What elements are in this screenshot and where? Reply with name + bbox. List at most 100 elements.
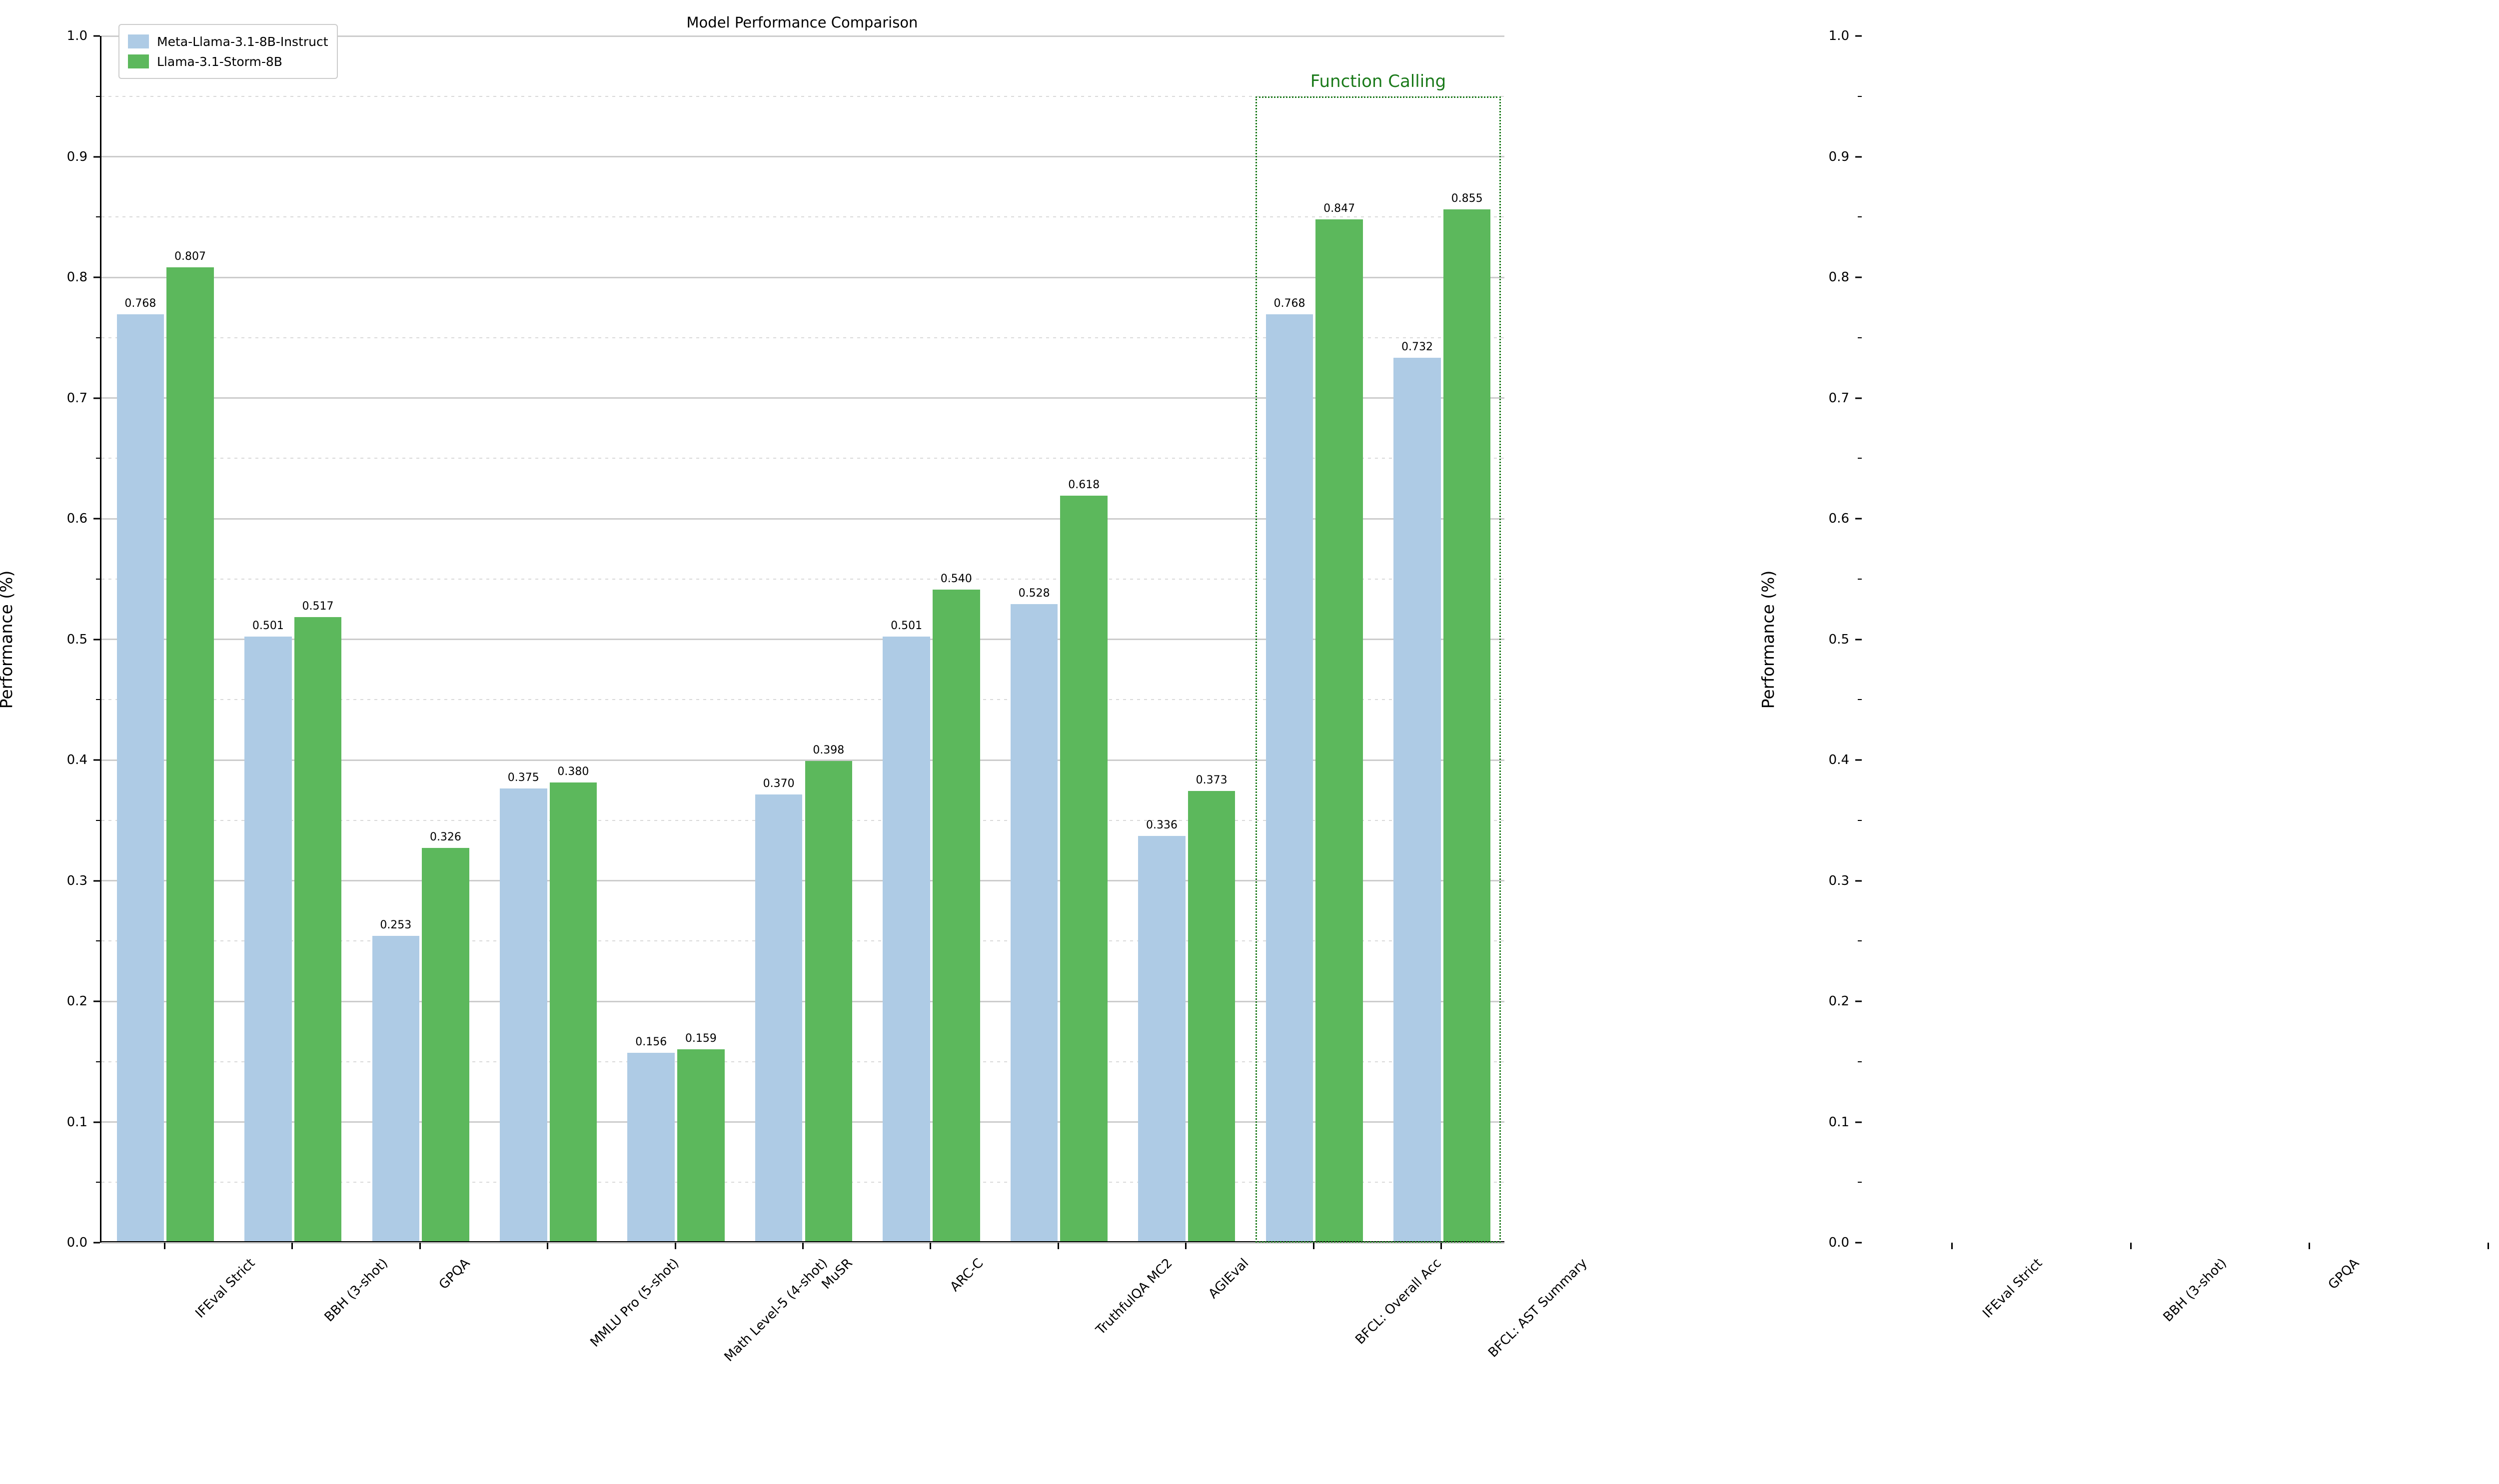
y-tick-mark-minor [96, 940, 100, 942]
bar-value-label: 0.159 [685, 1032, 717, 1045]
legend-left[interactable]: Meta-Llama-3.1-8B-Instruct Llama-3.1-Sto… [118, 24, 338, 79]
y-tick-label: 0.6 [1828, 511, 1849, 526]
legend-label: Llama-3.1-Storm-8B [157, 54, 282, 69]
x-tick-mark [802, 1243, 804, 1249]
x-tick-label: BBH (3-shot) [321, 1256, 391, 1325]
legend-item[interactable]: Meta-Llama-3.1-8B-Instruct [128, 31, 328, 51]
y-tick-mark [93, 1121, 100, 1123]
legend-swatch-storm [128, 54, 149, 68]
bar-value-label: 0.768 [1273, 297, 1305, 310]
bar[interactable] [627, 1053, 675, 1241]
bar[interactable] [1265, 314, 1313, 1241]
x-tick-mark [1057, 1243, 1059, 1249]
y-tick-label: 0.7 [66, 390, 87, 406]
bar[interactable] [1010, 604, 1058, 1241]
y-tick-label: 1.0 [66, 28, 87, 43]
bar[interactable] [549, 782, 597, 1241]
panel-title-left: Model Performance Comparison [686, 14, 918, 31]
bar[interactable] [1138, 835, 1186, 1241]
y-tick-mark-minor [1858, 578, 1862, 580]
y-tick-mark-minor [96, 95, 100, 97]
y-tick-mark [93, 397, 100, 399]
bar[interactable] [294, 617, 342, 1241]
chart-panel-right: Model Performance Comparison 0.6030.8070… [1758, 0, 2499, 1484]
legend-item[interactable]: Llama-3.1-Storm-8B [128, 51, 328, 71]
legend-label: Meta-Llama-3.1-8B-Instruct [157, 34, 328, 49]
bar[interactable] [1443, 209, 1491, 1241]
y-tick-mark-minor [96, 1061, 100, 1062]
legend-swatch-meta-llama [128, 34, 149, 48]
x-tick-label: IFEval Strict [192, 1256, 258, 1321]
y-tick-label: 0.5 [66, 632, 87, 647]
y-tick-mark [1855, 1242, 1862, 1244]
y-tick-mark-minor [1858, 1182, 1862, 1183]
y-tick-mark [93, 35, 100, 37]
y-tick-label: 0.3 [1828, 873, 1849, 888]
bar[interactable] [1188, 791, 1236, 1241]
x-tick-label: AGIEval [1206, 1256, 1252, 1302]
bar[interactable] [166, 267, 214, 1241]
bar-value-label: 0.528 [1018, 587, 1050, 600]
y-tick-mark-minor [1858, 940, 1862, 942]
x-tick-mark [1951, 1243, 1953, 1249]
bar[interactable] [500, 788, 547, 1241]
bar-value-label: 0.847 [1323, 202, 1355, 215]
bar-value-label: 0.618 [1068, 478, 1100, 491]
x-tick-label: ARC-C [947, 1256, 987, 1295]
bar-value-label: 0.501 [252, 620, 284, 633]
bars-layer-left: 0.768 0.807 0.501 0.517 0.253 0.326 0.375 0.380… [101, 36, 1504, 1241]
y-tick-mark-minor [96, 458, 100, 459]
bar-value-label: 0.156 [635, 1036, 667, 1049]
y-tick-label: 0.8 [66, 270, 87, 285]
y-tick-mark-minor [1858, 699, 1862, 701]
y-tick-mark-minor [1858, 1061, 1862, 1062]
bar-value-label: 0.732 [1401, 341, 1433, 354]
bar-value-label: 0.326 [429, 830, 461, 843]
y-tick-label: 0.0 [1828, 1235, 1849, 1250]
bar[interactable] [372, 936, 420, 1241]
y-tick-mark-minor [96, 699, 100, 701]
y-tick-label: 0.1 [1828, 1114, 1849, 1130]
bar[interactable] [677, 1049, 725, 1241]
y-tick-mark [93, 639, 100, 640]
y-tick-mark [1855, 880, 1862, 881]
y-tick-label: 0.1 [66, 1114, 87, 1130]
y-tick-mark [1855, 397, 1862, 399]
y-tick-label: 0.2 [66, 994, 87, 1009]
y-tick-label: 0.7 [1828, 390, 1849, 406]
chart-panel-left: Model Performance Comparison 0.768 0.807 0… [0, 14, 1590, 1365]
y-tick-mark [93, 880, 100, 881]
bar[interactable] [116, 314, 164, 1241]
y-tick-mark [93, 156, 100, 157]
bar-value-label: 0.768 [124, 297, 156, 310]
x-tick-label: TruthfulQA MC2 [1093, 1256, 1176, 1338]
x-tick-label: Math Level-5 (4-shot) [721, 1256, 831, 1365]
x-tick-mark [2130, 1243, 2132, 1249]
y-tick-label: 0.6 [66, 511, 87, 526]
y-tick-mark [93, 1242, 100, 1244]
y-tick-label: 1.0 [1828, 28, 1849, 43]
bar-value-label: 0.336 [1146, 818, 1178, 831]
bar[interactable] [883, 637, 930, 1241]
bar-value-label: 0.855 [1451, 192, 1483, 205]
plot-area-left: 0.768 0.807 0.501 0.517 0.253 0.326 0.375 0.380… [100, 35, 1504, 1244]
y-tick-mark [1855, 1000, 1862, 1002]
x-tick-label: GPQA [436, 1256, 473, 1293]
bar[interactable] [244, 637, 292, 1241]
y-tick-mark-minor [1858, 216, 1862, 218]
x-tick-label: MMLU Pro (5-shot) [587, 1256, 682, 1350]
bar[interactable] [1315, 219, 1363, 1241]
bar[interactable] [1060, 495, 1108, 1241]
y-tick-mark-minor [1858, 819, 1862, 821]
bar-value-label: 0.373 [1196, 774, 1228, 787]
bar-value-label: 0.501 [891, 620, 923, 633]
bar[interactable] [755, 794, 803, 1241]
x-tick-mark [1312, 1243, 1314, 1249]
x-tick-label: GPQA [2326, 1256, 2363, 1293]
bar[interactable] [805, 760, 853, 1241]
bar[interactable] [933, 589, 980, 1241]
x-tick-mark [1440, 1243, 1442, 1249]
bar[interactable] [422, 847, 469, 1241]
bar[interactable] [1393, 358, 1441, 1241]
